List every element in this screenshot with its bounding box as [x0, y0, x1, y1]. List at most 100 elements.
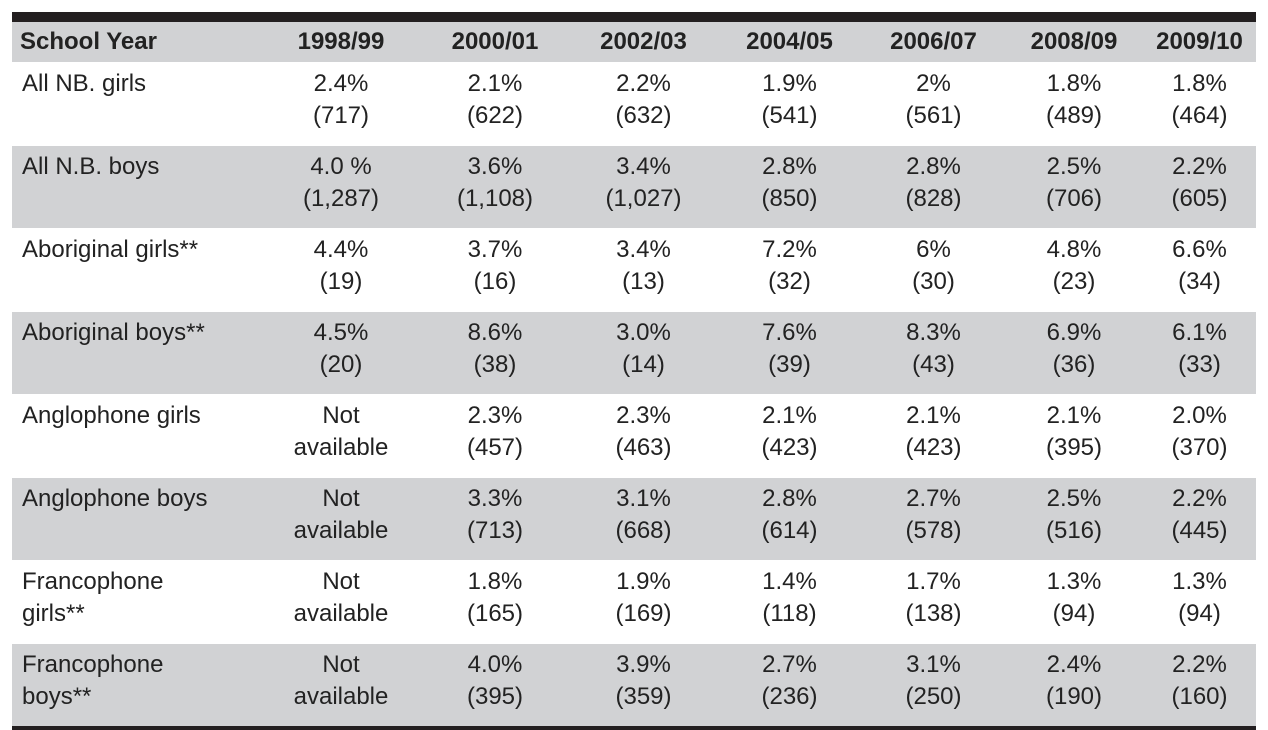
cell-line: 2.5% — [1046, 485, 1102, 512]
cell-line: 2.3% — [616, 402, 671, 429]
data-cell: 4.8% (23) — [1005, 229, 1143, 312]
cell-line: (464) — [1171, 102, 1228, 129]
cell-line: (16) — [473, 268, 517, 295]
cell-line: 6.6% — [1172, 236, 1227, 263]
row-label: All NB. girls — [12, 63, 262, 146]
cell-line: 2.8% — [762, 485, 817, 512]
cell-line: All NB. girls — [22, 70, 147, 97]
cell-line: 1.3% — [1046, 568, 1102, 595]
data-cell: 2.1% (395) — [1005, 395, 1143, 478]
cell-line: Not — [322, 651, 360, 678]
table-row: Aboriginal boys** 4.5% (20) 8.6% (38) 3.0% (14… — [12, 311, 1256, 395]
data-cell: 1.3% (94) — [1005, 561, 1143, 644]
cell-line: (1,287) — [302, 185, 380, 212]
table: School Year 1998/99 2000/01 2002/03 2004/05 2… — [12, 22, 1256, 726]
cell-line: (395) — [1045, 434, 1103, 461]
cell-line: 7.2% — [762, 236, 817, 263]
data-cell: 2.4% (190) — [1005, 643, 1143, 726]
data-cell: 7.6% (39) — [717, 311, 862, 395]
data-cell: 3.1% (250) — [862, 643, 1005, 726]
data-cell: 2.2% (605) — [1143, 145, 1256, 229]
data-cell: 2.1% (423) — [862, 395, 1005, 478]
header-cell: 2002/03 — [570, 22, 717, 63]
cell-line: 2.3% — [467, 402, 523, 429]
cell-line: (370) — [1171, 434, 1228, 461]
table-row: All N.B. boys 4.0 % (1,287) 3.6% (1,108) 3.4%… — [12, 145, 1256, 229]
cell-line: 3.7% — [467, 236, 523, 263]
cell-line: 4.4% — [313, 236, 369, 263]
data-cell: 6% (30) — [862, 229, 1005, 312]
cell-line: 2.4% — [313, 70, 369, 97]
cell-line: (39) — [768, 351, 811, 378]
data-cell: 2.3% (457) — [420, 395, 570, 478]
cell-line: boys** — [22, 683, 92, 710]
table-row: Anglophone boys Not available 3.3% (713) 3.1%… — [12, 477, 1256, 561]
data-cell: 2.3% (463) — [570, 395, 717, 478]
table-row: Francophone girls** Not available 1.8% (165) 1… — [12, 560, 1256, 644]
cell-line: (13) — [622, 268, 665, 295]
cell-line: (706) — [1045, 185, 1103, 212]
cell-line: (457) — [466, 434, 524, 461]
cell-line: Not — [322, 568, 360, 595]
cell-line: 2.7% — [906, 485, 961, 512]
header-cell: 1998/99 — [262, 22, 420, 63]
cell-line: (614) — [761, 517, 818, 544]
cell-line: 1.7% — [906, 568, 961, 595]
data-cell: 1.3% (94) — [1143, 561, 1256, 644]
cell-line: (489) — [1045, 102, 1103, 129]
cell-line: 8.3% — [906, 319, 961, 346]
data-cell: 8.3% (43) — [862, 311, 1005, 395]
cell-line: (250) — [905, 683, 962, 710]
cell-line: 2.1% — [906, 402, 961, 429]
cell-line: (1,027) — [605, 185, 682, 212]
cell-line: 1.9% — [616, 568, 671, 595]
cell-line: (1,108) — [456, 185, 534, 212]
cell-line: 2.7% — [762, 651, 817, 678]
cell-line: (561) — [905, 102, 962, 129]
data-cell: 3.4% (13) — [570, 229, 717, 312]
row-label: Anglophone girls — [12, 395, 262, 478]
cell-line: Anglophone girls — [22, 402, 201, 429]
cell-line: 2.1% — [762, 402, 817, 429]
cell-line: 6% — [916, 236, 951, 263]
cell-line: 4.8% — [1046, 236, 1102, 263]
cell-line: available — [293, 683, 389, 710]
data-cell: 2.1% (423) — [717, 395, 862, 478]
cell-line: (668) — [615, 517, 672, 544]
data-cell: 2.0% (370) — [1143, 395, 1256, 478]
data-cell: Not available — [262, 395, 420, 478]
data-cell: 6.1% (33) — [1143, 311, 1256, 395]
cell-line: (605) — [1171, 185, 1228, 212]
cell-line: (632) — [615, 102, 672, 129]
data-cell: 1.7% (138) — [862, 561, 1005, 644]
cell-line: 3.1% — [616, 485, 671, 512]
table-wrap: School Year 1998/99 2000/01 2002/03 2004/05 2… — [12, 12, 1256, 730]
data-cell: Not available — [262, 643, 420, 726]
table-body: All NB. girls 2.4% (717) 2.1% (622) 2.2% (632)… — [12, 62, 1256, 726]
cell-line: 2.2% — [1172, 651, 1227, 678]
cell-line: Anglophone boys — [22, 485, 208, 512]
cell-line: 1.8% — [1172, 70, 1227, 97]
cell-line: (118) — [762, 600, 817, 627]
cell-line: (622) — [466, 102, 524, 129]
cell-line: 2.4% — [1046, 651, 1102, 678]
header-cell: 2000/01 — [420, 22, 570, 63]
cell-line: (463) — [615, 434, 672, 461]
cell-line: 2.8% — [906, 153, 961, 180]
cell-line: (445) — [1171, 517, 1228, 544]
data-cell: 3.6% (1,108) — [420, 145, 570, 229]
data-cell: 2.8% (850) — [717, 145, 862, 229]
cell-line: 3.6% — [467, 153, 523, 180]
row-label: Anglophone boys — [12, 477, 262, 561]
data-cell: 6.9% (36) — [1005, 311, 1143, 395]
cell-line: 4.0 % — [310, 153, 372, 180]
cell-line: Francophone — [22, 651, 164, 678]
cell-line: (578) — [905, 517, 962, 544]
cell-line: (169) — [615, 600, 672, 627]
bottom-bar — [12, 726, 1256, 730]
cell-line: (516) — [1045, 517, 1103, 544]
data-cell: 2.1% (622) — [420, 63, 570, 146]
row-label: Aboriginal boys** — [12, 311, 262, 395]
table-row: Francophone boys** Not available 4.0% (395) 3.… — [12, 643, 1256, 726]
cell-line: available — [293, 600, 389, 627]
